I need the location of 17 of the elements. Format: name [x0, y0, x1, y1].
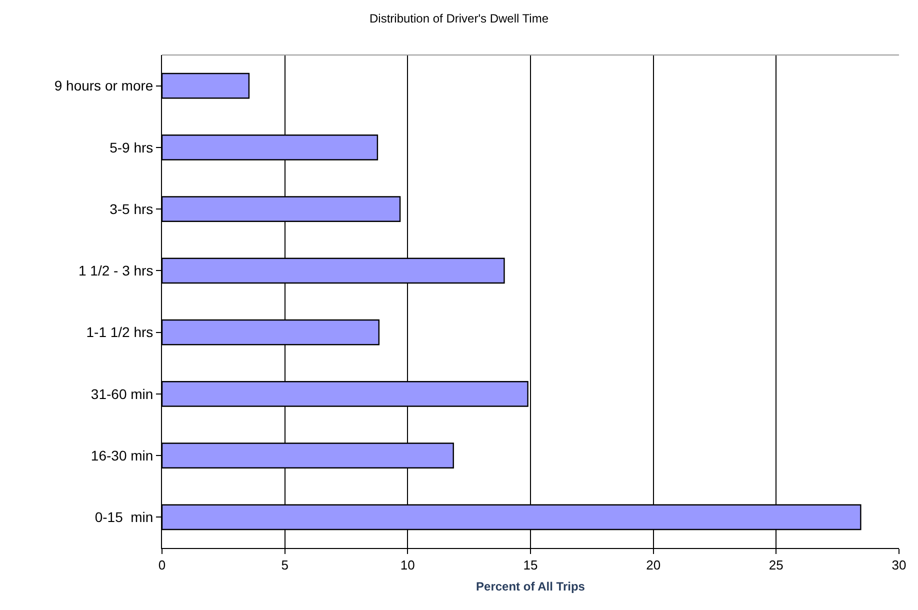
y-tick-label: 9 hours or more — [54, 78, 154, 94]
x-tick-label: 5 — [281, 558, 288, 573]
x-axis-title: Percent of All Trips — [476, 580, 586, 594]
x-tick-label: 10 — [400, 558, 415, 573]
x-tick-label: 15 — [523, 558, 538, 573]
y-tick-label: 5-9 hrs — [110, 139, 154, 156]
x-tick-label: 25 — [768, 558, 784, 573]
y-tick-label: 1-1 1/2 hrs — [86, 324, 154, 340]
chart-title: Distribution of Driver's Dwell Time — [370, 11, 549, 26]
y-tick-label: 1 1/2 - 3 hrs — [78, 262, 154, 279]
y-tick-label: 0-15 min — [94, 509, 154, 526]
y-tick-label: 31-60 min — [90, 386, 154, 402]
y-tick-label: 3-5 hrs — [110, 200, 154, 217]
x-tick-label: 20 — [646, 558, 661, 573]
x-tick-label: 30 — [892, 558, 906, 573]
y-tick-label: 16-30 min — [90, 447, 154, 464]
x-tick-label: 0 — [158, 558, 166, 573]
